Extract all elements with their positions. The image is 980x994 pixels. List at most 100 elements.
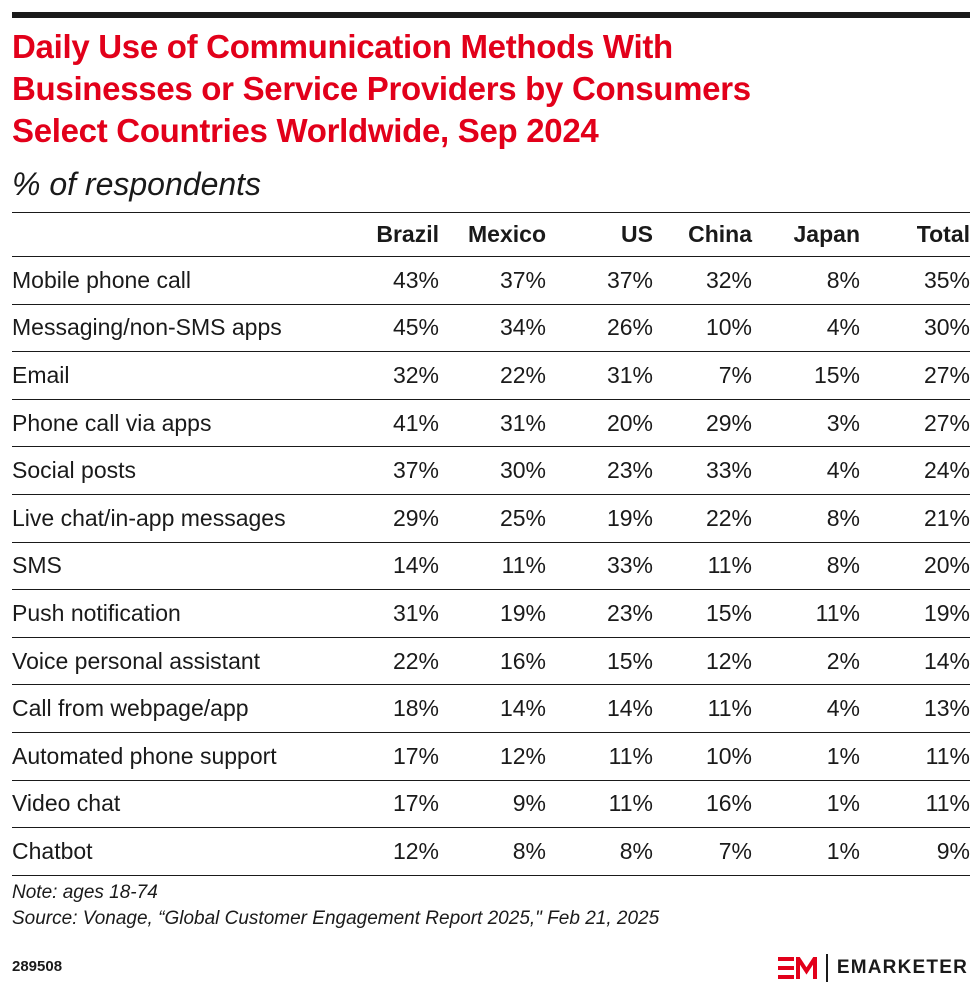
brand-name: EMARKETER <box>836 957 968 978</box>
cell-total: 13% <box>860 684 970 733</box>
cell-china: 33% <box>653 446 752 495</box>
cell-brazil: 22% <box>337 637 439 686</box>
cell-japan: 2% <box>752 637 860 686</box>
cell-total: 11% <box>860 780 970 829</box>
cell-brazil: 14% <box>337 542 439 591</box>
cell-japan: 11% <box>752 589 860 638</box>
chart-notes: Note: ages 18-74 Source: Vonage, “Global… <box>12 880 962 932</box>
cell-mexico: 16% <box>439 637 546 686</box>
cell-china: 11% <box>653 542 752 591</box>
cell-us: 20% <box>546 399 653 448</box>
cell-japan: 15% <box>752 351 860 400</box>
cell-brazil: 17% <box>337 732 439 781</box>
cell-china: 7% <box>653 827 752 876</box>
table-row: Push notification 31% 19% 23% 15% 11% 19% <box>12 589 970 638</box>
chart-title-line: Businesses or Service Providers by Consu… <box>12 70 751 107</box>
table-row: Chatbot 12% 8% 8% 7% 1% 9% <box>12 827 970 876</box>
cell-us: 37% <box>546 256 653 305</box>
cell-brazil: 41% <box>337 399 439 448</box>
chart-id: 289508 <box>12 958 63 975</box>
cell-japan: 8% <box>752 542 860 591</box>
cell-us: 11% <box>546 780 653 829</box>
cell-total: 27% <box>860 351 970 400</box>
em-logo-icon <box>778 957 818 979</box>
column-header-us: US <box>546 212 653 257</box>
table-row: Voice personal assistant 22% 16% 15% 12% 2% 14… <box>12 637 970 686</box>
cell-china: 10% <box>653 732 752 781</box>
chart-title-line: Select Countries Worldwide, Sep 2024 <box>12 112 599 149</box>
cell-china: 15% <box>653 589 752 638</box>
cell-us: 23% <box>546 446 653 495</box>
table-row: Email 32% 22% 31% 7% 15% 27% <box>12 351 970 400</box>
cell-us: 31% <box>546 351 653 400</box>
note-text: Note: ages 18-74 <box>12 882 158 903</box>
table-row: Automated phone support 17% 12% 11% 10% 1% 11% <box>12 732 970 781</box>
cell-japan: 3% <box>752 399 860 448</box>
cell-us: 26% <box>546 304 653 353</box>
cell-mexico: 34% <box>439 304 546 353</box>
cell-china: 22% <box>653 494 752 543</box>
column-header-total: Total <box>860 212 970 257</box>
cell-us: 11% <box>546 732 653 781</box>
cell-japan: 4% <box>752 684 860 733</box>
cell-us: 8% <box>546 827 653 876</box>
cell-china: 12% <box>653 637 752 686</box>
cell-brazil: 32% <box>337 351 439 400</box>
cell-brazil: 43% <box>337 256 439 305</box>
cell-brazil: 12% <box>337 827 439 876</box>
table-row: Social posts 37% 30% 23% 33% 4% 24% <box>12 446 970 495</box>
cell-mexico: 14% <box>439 684 546 733</box>
cell-mexico: 37% <box>439 256 546 305</box>
cell-total: 11% <box>860 732 970 781</box>
cell-japan: 1% <box>752 780 860 829</box>
table-row: Video chat 17% 9% 11% 16% 1% 11% <box>12 780 970 829</box>
cell-mexico: 11% <box>439 542 546 591</box>
table-header-row: Brazil Mexico US China Japan Total <box>12 212 970 257</box>
row-label: Voice personal assistant <box>12 637 337 686</box>
row-label: Email <box>12 351 337 400</box>
cell-us: 14% <box>546 684 653 733</box>
table-row: Call from webpage/app 18% 14% 14% 11% 4% 13% <box>12 684 970 733</box>
cell-china: 11% <box>653 684 752 733</box>
cell-brazil: 18% <box>337 684 439 733</box>
cell-total: 14% <box>860 637 970 686</box>
data-table: Brazil Mexico US China Japan Total Mobil… <box>12 212 970 876</box>
cell-brazil: 37% <box>337 446 439 495</box>
cell-mexico: 31% <box>439 399 546 448</box>
row-label: Social posts <box>12 446 337 495</box>
table-body: Mobile phone call 43% 37% 37% 32% 8% 35% Messag… <box>12 256 970 876</box>
cell-china: 7% <box>653 351 752 400</box>
row-label: Mobile phone call <box>12 256 337 305</box>
brand-logo: EMARKETER <box>778 952 968 984</box>
table-row: Live chat/in-app messages 29% 25% 19% 22% 8% 2… <box>12 494 970 543</box>
cell-brazil: 17% <box>337 780 439 829</box>
top-rule <box>12 12 970 18</box>
column-header-mexico: Mexico <box>439 212 546 257</box>
cell-china: 32% <box>653 256 752 305</box>
data-table-container: Brazil Mexico US China Japan Total Mobil… <box>12 212 970 876</box>
row-label: SMS <box>12 542 337 591</box>
cell-total: 35% <box>860 256 970 305</box>
table-row: Phone call via apps 41% 31% 20% 29% 3% 27% <box>12 399 970 448</box>
cell-total: 9% <box>860 827 970 876</box>
row-label: Push notification <box>12 589 337 638</box>
cell-us: 19% <box>546 494 653 543</box>
cell-japan: 1% <box>752 732 860 781</box>
cell-japan: 4% <box>752 446 860 495</box>
cell-mexico: 22% <box>439 351 546 400</box>
cell-total: 21% <box>860 494 970 543</box>
cell-us: 23% <box>546 589 653 638</box>
table-row: SMS 14% 11% 33% 11% 8% 20% <box>12 542 970 591</box>
cell-mexico: 30% <box>439 446 546 495</box>
cell-china: 29% <box>653 399 752 448</box>
column-header-china: China <box>653 212 752 257</box>
cell-mexico: 9% <box>439 780 546 829</box>
row-label: Messaging/non-SMS apps <box>12 304 337 353</box>
column-header-japan: Japan <box>752 212 860 257</box>
cell-mexico: 12% <box>439 732 546 781</box>
cell-japan: 1% <box>752 827 860 876</box>
cell-brazil: 45% <box>337 304 439 353</box>
chart-title-line: Daily Use of Communication Methods With <box>12 28 673 65</box>
cell-mexico: 19% <box>439 589 546 638</box>
chart-subtitle: % of respondents <box>12 166 262 202</box>
